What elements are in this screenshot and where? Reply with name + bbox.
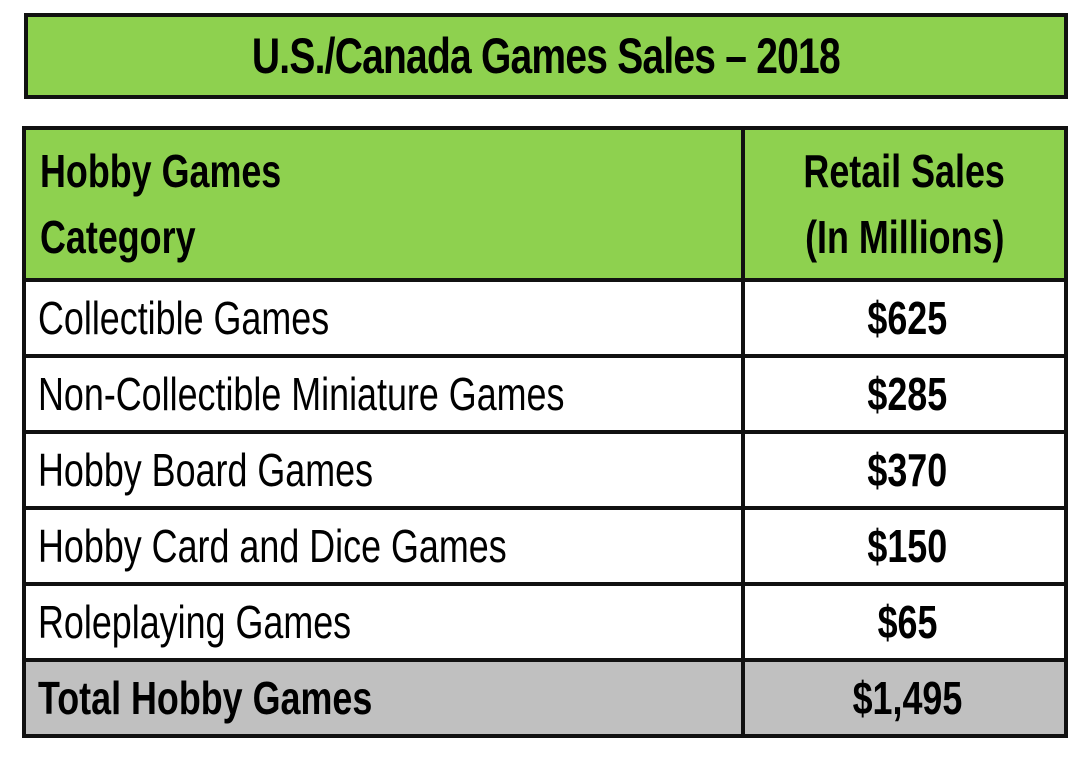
sales-cell: $625 — [741, 278, 1068, 358]
table-row: Hobby Board Games $370 — [22, 430, 1068, 510]
category-label: Non-Collectible Miniature Games — [38, 368, 565, 420]
sales-value: $150 — [867, 520, 948, 572]
column-header-category-line-1: Hobby Games — [40, 145, 282, 197]
table-row: Hobby Card and Dice Games $150 — [22, 506, 1068, 586]
sales-value: $625 — [867, 292, 948, 344]
category-label: Hobby Card and Dice Games — [38, 520, 507, 572]
column-header-sales-line-1: Retail Sales — [803, 145, 1006, 197]
category-cell: Roleplaying Games — [22, 582, 745, 662]
total-label: Total Hobby Games — [38, 672, 373, 724]
category-cell: Collectible Games — [22, 278, 745, 358]
column-header-sales: Retail Sales (In Millions) — [741, 126, 1068, 282]
sales-value: $370 — [867, 444, 948, 496]
total-category-cell: Total Hobby Games — [22, 658, 745, 738]
column-header-sales-line-2: (In Millions) — [804, 211, 1005, 263]
category-cell: Hobby Card and Dice Games — [22, 506, 745, 586]
total-sales-cell: $1,495 — [741, 658, 1068, 738]
sales-table: Hobby Games Category Retail Sales (In Mi… — [22, 126, 1068, 738]
sales-value: $65 — [877, 596, 938, 648]
sales-value: $285 — [867, 368, 948, 420]
category-label: Collectible Games — [38, 292, 330, 344]
table-row: Roleplaying Games $65 — [22, 582, 1068, 662]
column-header-category-line-2: Category — [40, 211, 196, 263]
category-cell: Hobby Board Games — [22, 430, 745, 510]
sales-cell: $150 — [741, 506, 1068, 586]
sales-cell: $65 — [741, 582, 1068, 662]
sales-cell: $370 — [741, 430, 1068, 510]
table-title-bar: U.S./Canada Games Sales – 2018 — [24, 13, 1068, 99]
total-value: $1,495 — [852, 672, 963, 724]
table-row: Non-Collectible Miniature Games $285 — [22, 354, 1068, 434]
table-row: Collectible Games $625 — [22, 278, 1068, 358]
total-row: Total Hobby Games $1,495 — [22, 658, 1068, 738]
category-label: Roleplaying Games — [38, 596, 352, 648]
header-row: Hobby Games Category Retail Sales (In Mi… — [22, 126, 1068, 282]
sales-cell: $285 — [741, 354, 1068, 434]
category-cell: Non-Collectible Miniature Games — [22, 354, 745, 434]
category-label: Hobby Board Games — [38, 444, 374, 496]
column-header-category: Hobby Games Category — [22, 126, 745, 282]
table-title: U.S./Canada Games Sales – 2018 — [252, 28, 841, 84]
